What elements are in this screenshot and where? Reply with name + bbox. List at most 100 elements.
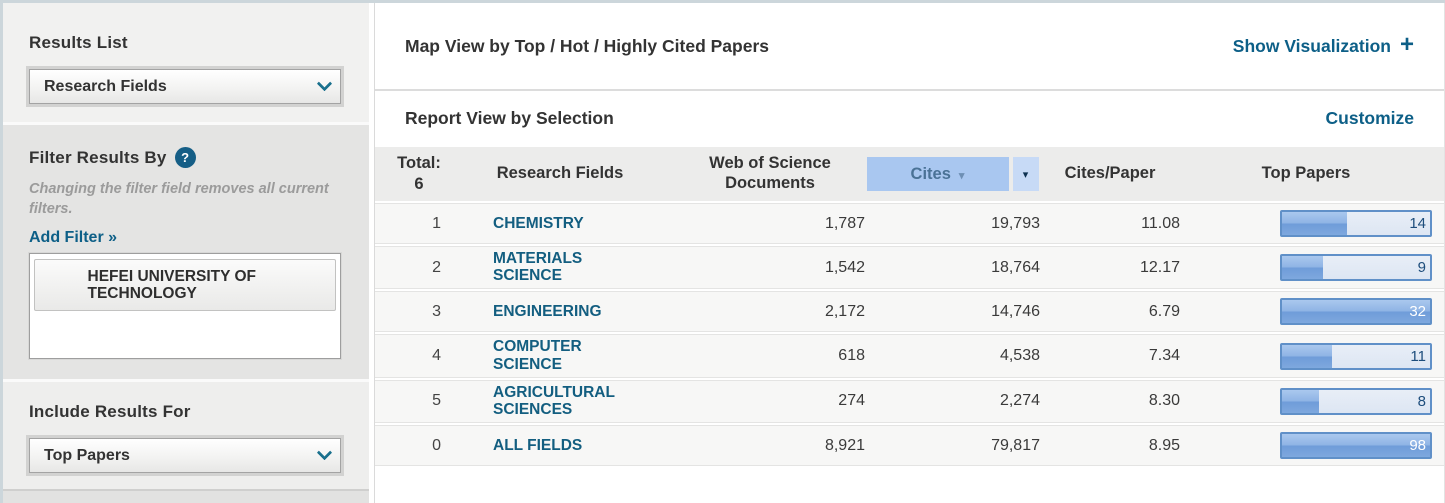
column-header-cites: Cites ▾ ▾ [865, 157, 1040, 191]
research-field-link[interactable]: MATERIALS SCIENCE [493, 250, 583, 285]
results-list-title: Results List [29, 33, 128, 52]
table-row: 5 AGRICULTURAL SCIENCES 274 2,274 8.30 8 [375, 379, 1444, 424]
results-list-section: Results List Research Fields [3, 3, 369, 122]
column-header-cites-per-paper[interactable]: Cites/Paper [1064, 164, 1156, 183]
cites-per-paper-cell: 7.34 [1148, 347, 1180, 365]
table-row: 0 ALL FIELDS 8,921 79,817 8.95 98 [375, 425, 1444, 467]
include-results-section: Include Results For Top Papers [3, 379, 369, 489]
top-papers-cell: 32 [1180, 298, 1432, 326]
rank-cell: 1 [432, 214, 441, 232]
customize-link[interactable]: Customize [1325, 107, 1414, 128]
top-papers-bar-fill [1282, 256, 1324, 280]
help-icon[interactable]: ? [174, 147, 196, 168]
cites-cell: 14,746 [991, 302, 1040, 320]
results-list-dropdown[interactable]: Research Fields [29, 69, 341, 104]
table-row: 2 MATERIALS SCIENCE 1,542 18,764 12.17 9 [375, 246, 1444, 290]
cites-per-paper-cell: 12.17 [1139, 258, 1180, 276]
research-field-link[interactable]: ALL FIELDS [493, 436, 583, 454]
top-papers-cell: 11 [1180, 342, 1432, 370]
column-header-documents[interactable]: Web of Science Documents [709, 154, 831, 192]
map-view-header: Map View by Top / Hot / Highly Cited Pap… [375, 3, 1444, 91]
include-results-title: Include Results For [29, 402, 191, 421]
results-list-dropdown-value: Research Fields [44, 77, 167, 95]
report-view-title: Report View by Selection [405, 107, 614, 128]
cites-label: Cites [910, 164, 951, 183]
filter-item-label: HEFEI UNIVERSITY OF TECHNOLOGY [87, 267, 257, 303]
documents-cell: 1,787 [824, 214, 865, 232]
filter-item-hefei-university[interactable]: HEFEI UNIVERSITY OF TECHNOLOGY [34, 259, 336, 312]
research-field-link[interactable]: ENGINEERING [493, 302, 602, 320]
filter-title: Filter Results By [29, 147, 167, 167]
top-papers-bar: 11 [1280, 342, 1432, 370]
top-papers-cell: 14 [1180, 210, 1432, 237]
field-cell: AGRICULTURAL SCIENCES [445, 384, 675, 419]
research-field-link[interactable]: COMPUTER SCIENCE [493, 338, 582, 373]
cites-per-paper-cell: 8.95 [1148, 436, 1180, 454]
chevron-down-icon [316, 444, 333, 461]
top-papers-value: 14 [1409, 215, 1426, 232]
cites-per-paper-cell: 6.79 [1148, 302, 1180, 320]
report-view-header: Report View by Selection Customize [375, 91, 1444, 145]
cites-per-paper-cell: 8.30 [1148, 392, 1180, 410]
field-cell: ENGINEERING [445, 303, 675, 321]
column-header-top-papers[interactable]: Top Papers [1261, 164, 1351, 183]
research-field-link[interactable]: CHEMISTRY [493, 214, 584, 232]
total-value: 6 [414, 175, 424, 193]
show-visualization-label: Show Visualization [1232, 35, 1391, 56]
top-papers-value: 11 [1410, 347, 1426, 365]
cites-cell: 18,764 [991, 258, 1040, 276]
table-header-row: Total: 6 Research Fields Web of Science … [375, 147, 1444, 201]
cites-sort-button[interactable]: Cites ▾ [866, 157, 1009, 191]
table-body: 1 CHEMISTRY 1,787 19,793 11.08 14 2 MATE… [375, 201, 1444, 467]
research-field-link[interactable]: AGRICULTURAL SCIENCES [493, 383, 615, 419]
top-papers-value: 32 [1409, 303, 1426, 321]
rank-cell: 3 [432, 302, 441, 320]
top-papers-value: 8 [1417, 392, 1426, 410]
top-papers-bar: 32 [1280, 298, 1432, 326]
top-papers-cell: 98 [1180, 432, 1432, 460]
top-papers-bar-fill [1282, 212, 1348, 235]
include-results-dropdown[interactable]: Top Papers [29, 438, 341, 473]
documents-cell: 618 [838, 347, 865, 365]
total-label: Total: [397, 154, 441, 173]
show-visualization-link[interactable]: Show Visualization + [1232, 31, 1414, 58]
top-papers-bar-fill [1282, 344, 1333, 368]
cites-cell: 19,793 [991, 214, 1040, 232]
documents-cell: 274 [838, 392, 865, 410]
rank-cell: 4 [432, 347, 441, 365]
cites-dropdown-button[interactable]: ▾ [1012, 157, 1039, 191]
chevron-down-icon [316, 75, 333, 92]
top-papers-bar: 8 [1280, 387, 1432, 415]
add-filter-link[interactable]: Add Filter » [29, 229, 118, 247]
plus-icon: + [1399, 31, 1414, 58]
field-cell: COMPUTER SCIENCE [445, 338, 675, 373]
documents-cell: 8,921 [824, 436, 865, 454]
cites-per-paper-cell: 11.08 [1141, 214, 1180, 232]
top-papers-value: 98 [1409, 437, 1426, 455]
main-content: Map View by Top / Hot / Highly Cited Pap… [374, 3, 1445, 503]
include-results-dropdown-value: Top Papers [44, 446, 130, 464]
field-cell: CHEMISTRY [445, 215, 675, 233]
cites-cell: 79,817 [991, 436, 1040, 454]
top-papers-bar-fill [1282, 300, 1430, 324]
column-header-research-fields[interactable]: Research Fields [496, 164, 624, 183]
rank-cell: 0 [432, 436, 441, 454]
field-cell: ALL FIELDS [445, 437, 675, 455]
top-papers-value: 9 [1417, 259, 1426, 277]
field-cell: MATERIALS SCIENCE [445, 250, 675, 285]
caret-down-icon: ▾ [1022, 168, 1029, 181]
table-row: 3 ENGINEERING 2,172 14,746 6.79 32 [375, 291, 1444, 333]
top-papers-bar: 9 [1280, 254, 1432, 282]
filter-note: Changing the filter field removes all cu… [29, 181, 329, 217]
sidebar-next-section [3, 489, 369, 503]
sort-descending-icon: ▾ [958, 169, 965, 182]
top-papers-bar-fill [1282, 389, 1319, 413]
active-filters-listbox[interactable]: HEFEI UNIVERSITY OF TECHNOLOGY [29, 253, 341, 360]
cites-cell: 2,274 [999, 392, 1040, 410]
table-row: 1 CHEMISTRY 1,787 19,793 11.08 14 [375, 203, 1444, 244]
rank-cell: 5 [432, 392, 441, 410]
rank-cell: 2 [432, 258, 441, 276]
top-papers-bar: 14 [1280, 210, 1432, 237]
documents-cell: 1,542 [824, 258, 865, 276]
